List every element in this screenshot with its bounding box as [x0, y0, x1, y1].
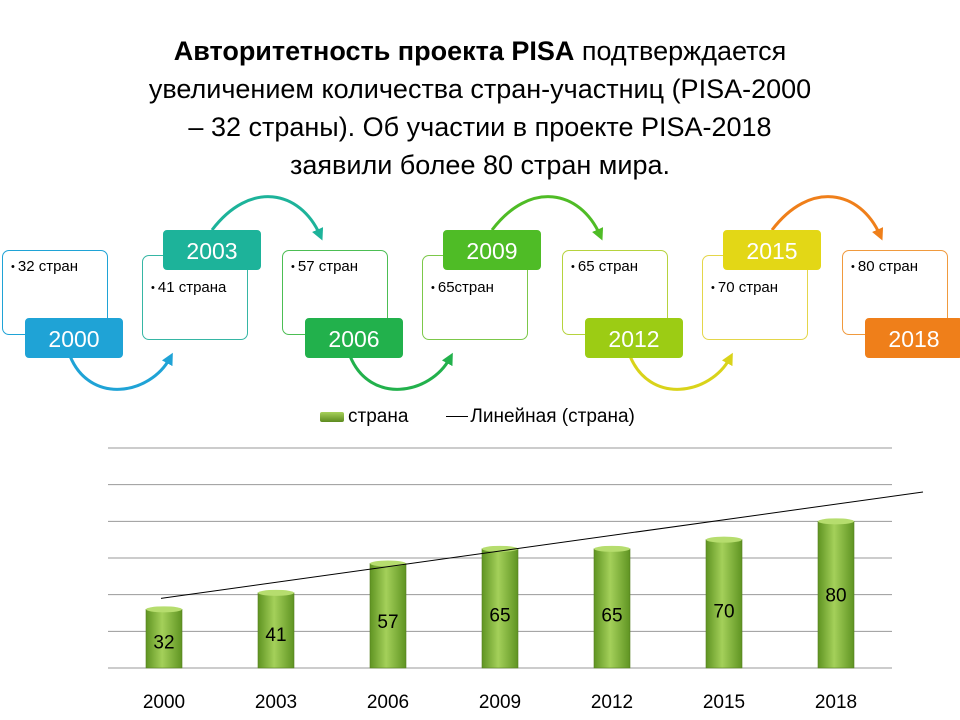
timeline-card-text: 80 стран: [857, 258, 919, 275]
title-line3: – 32 страны). Об участии в проекте PISA-…: [188, 112, 772, 142]
timeline-card-text: 41 страна: [157, 279, 227, 296]
bullet-icon: •: [431, 282, 435, 295]
timeline-card-text: 32 стран: [17, 258, 79, 275]
legend-bar-label: страна: [348, 406, 409, 427]
trendline: [160, 491, 924, 599]
x-tick-2012: 2012: [591, 692, 633, 713]
page-title: Авторитетность проекта PISA подтверждает…: [40, 32, 920, 184]
bar-cap-2015: [706, 536, 742, 543]
bullet-icon: •: [11, 261, 15, 274]
arrow-2003-2006: [210, 195, 324, 241]
arrow-2015-2018: [770, 195, 884, 241]
data-label-2006: 57: [377, 612, 398, 633]
x-tick-2018: 2018: [815, 692, 857, 713]
legend-bar-swatch: [320, 411, 344, 422]
x-tick-2000: 2000: [143, 692, 185, 713]
x-tick-2003: 2003: [255, 692, 297, 713]
data-label-2012: 65: [601, 605, 622, 626]
title-line4: заявили более 80 стран мира.: [290, 150, 670, 180]
timeline-arrows: [68, 195, 884, 391]
arrow-2006-2009: [348, 352, 453, 391]
bullet-icon: •: [851, 261, 855, 274]
bar-chart: 32 2000 41 2003 57 2006 65 2009 65 2012 70 2015 80 20…: [108, 447, 924, 713]
bar-cap-2018: [818, 518, 854, 525]
legend-line-label: Линейная (страна): [470, 406, 635, 427]
data-label-2009: 65: [489, 605, 510, 626]
x-tick-2009: 2009: [479, 692, 521, 713]
data-label-2018: 80: [825, 585, 846, 606]
bar-2003: [257, 592, 295, 669]
x-tick-2015: 2015: [703, 692, 745, 713]
bar-2006: [369, 563, 407, 669]
bar-2000: [145, 609, 183, 669]
data-label-2003: 41: [265, 625, 286, 646]
bar-cap-2012: [594, 545, 630, 552]
timeline-year-2006: 2006: [305, 318, 403, 358]
bar-2009: [481, 548, 519, 669]
data-label-2000: 32: [153, 633, 174, 654]
bar-2015: [705, 539, 743, 669]
arrow-2000-2003: [68, 352, 173, 391]
timeline-year-2015: 2015: [723, 230, 821, 270]
data-label-2015: 70: [713, 601, 734, 622]
timeline-card-text: 65стран: [437, 279, 494, 296]
bar-2018: [817, 521, 855, 669]
title-line1-rest: подтверждается: [574, 36, 787, 66]
timeline-card-text: 70 стран: [717, 279, 779, 296]
bar-cap-2009: [482, 545, 518, 552]
timeline-year-2003: 2003: [163, 230, 261, 270]
bar-cap-2000: [146, 606, 182, 613]
bar-2012: [593, 548, 631, 669]
bullet-icon: •: [291, 261, 295, 274]
timeline-card-text: 57 стран: [297, 258, 359, 275]
bar-cap-2003: [258, 589, 294, 596]
x-tick-2006: 2006: [367, 692, 409, 713]
bullet-icon: •: [571, 261, 575, 274]
timeline-year-2012: 2012: [585, 318, 683, 358]
arrow-2009-2012: [490, 195, 604, 241]
title-bold: Авторитетность проекта PISA: [173, 36, 575, 66]
timeline-year-2018: 2018: [865, 318, 960, 358]
chart-legend: страна Линейная (страна): [320, 405, 635, 429]
bar-cap-2006: [370, 560, 406, 567]
timeline-year-2009: 2009: [443, 230, 541, 270]
timeline-card-text: 65 стран: [577, 258, 639, 275]
timeline-year-2000: 2000: [25, 318, 123, 358]
arrow-2012-2015: [628, 352, 733, 391]
title-line2: увеличением количества стран-участниц (P…: [148, 74, 812, 104]
bullet-icon: •: [711, 282, 715, 295]
bullet-icon: •: [151, 282, 155, 295]
legend-line-swatch: [446, 416, 469, 418]
